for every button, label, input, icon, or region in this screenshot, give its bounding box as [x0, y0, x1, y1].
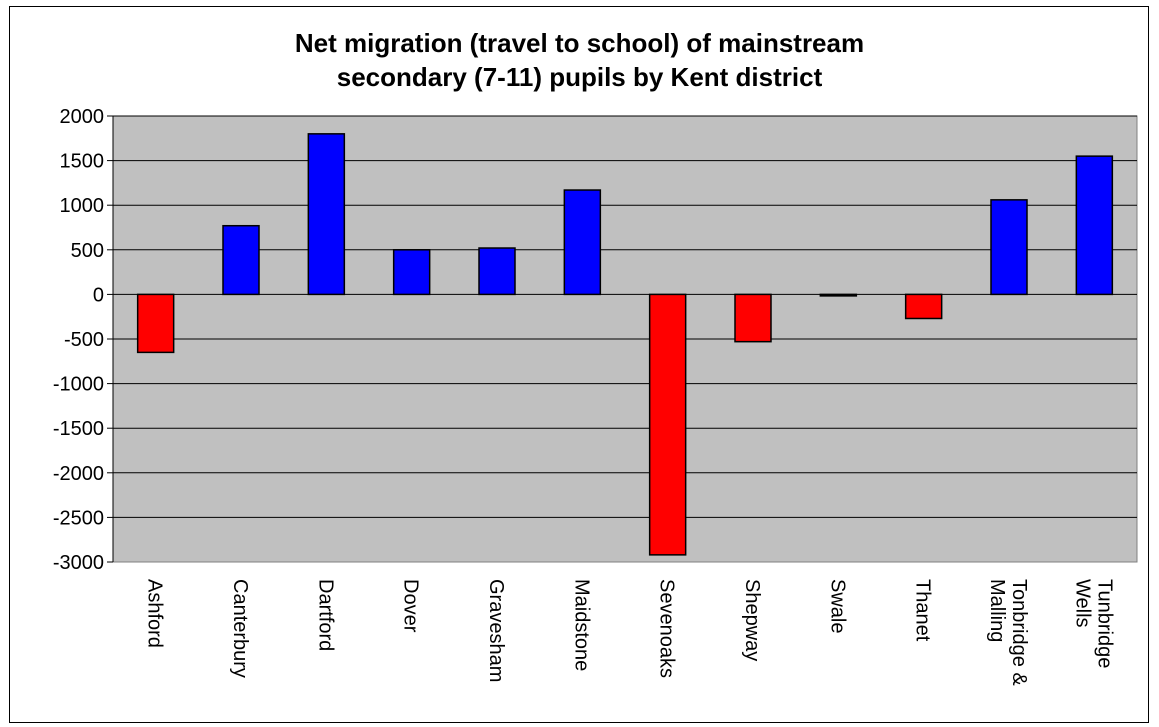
y-tick-label: 1500: [60, 151, 105, 173]
y-tick-label: 1000: [60, 195, 105, 217]
x-tick-label-line: Tonbridge &: [1008, 579, 1030, 686]
x-tick-label-line: Malling: [986, 579, 1008, 642]
x-tick-label-line: Tunbridge: [1093, 579, 1115, 668]
x-tick-label: Shepway: [741, 579, 763, 661]
y-tick-label: 0: [93, 284, 104, 306]
x-axis-labels: Ashford Canterbury Dartford Dover Gravesham M…: [144, 579, 1116, 686]
x-tick-label: Ashford: [144, 579, 166, 648]
x-tick-label: Sevenoaks: [656, 579, 678, 678]
x-tick-label-line: Canterbury: [229, 579, 251, 678]
x-tick-label: Maidstone: [570, 579, 592, 671]
bar: [478, 247, 516, 296]
bar: [734, 293, 772, 343]
y-tick-label: -3000: [53, 552, 104, 574]
x-tick-label: Swale: [826, 579, 848, 633]
x-tick-label-line: Maidstone: [570, 579, 592, 671]
bar: [819, 293, 858, 297]
bar: [307, 133, 346, 296]
bar: [904, 293, 943, 320]
x-tick-label-line: Wells: [1071, 579, 1093, 628]
bar: [222, 224, 260, 296]
bar: [648, 293, 687, 556]
y-tick-label: 500: [71, 240, 104, 262]
bar: [1075, 155, 1114, 296]
bar: [990, 199, 1028, 296]
x-tick-label-line: Sevenoaks: [656, 579, 678, 678]
x-tick-label-line: Shepway: [741, 579, 763, 661]
bars: [136, 133, 1114, 556]
chart-title: Net migration (travel to school) of main…: [0, 26, 1159, 94]
x-tick-label: TunbridgeWells: [1071, 579, 1115, 668]
x-tick-label: Thanet: [912, 579, 934, 642]
x-tick-label: Dartford: [314, 579, 336, 651]
y-tick-label: 2000: [60, 106, 105, 128]
y-tick-label: -500: [64, 329, 104, 351]
x-tick-label: Tonbridge &Malling: [986, 579, 1030, 686]
gridlines: [113, 115, 1137, 518]
chart-title-line-2: secondary (7-11) pupils by Kent district: [336, 62, 823, 92]
chart-title-line-1: Net migration (travel to school) of main…: [294, 28, 865, 58]
y-tick-label: -2500: [53, 507, 104, 529]
x-tick-label: Dover: [400, 579, 422, 633]
x-tick-label-line: Swale: [826, 579, 848, 633]
y-tick-label: -2000: [53, 463, 104, 485]
x-tick-label-line: Dartford: [314, 579, 336, 651]
y-axis-ticks: 2000 1500 1000 500 0 -500 -1000 -1500 -2000 -2500…: [53, 106, 113, 574]
y-tick-label: -1000: [53, 374, 104, 396]
x-tick-label: Canterbury: [229, 579, 251, 678]
y-tick-label: -1500: [53, 418, 104, 440]
bar: [563, 189, 602, 296]
x-tick-label-line: Gravesham: [485, 579, 507, 682]
x-tick-label-line: Dover: [400, 579, 422, 633]
bar: [136, 293, 175, 354]
bar: [392, 249, 431, 296]
x-tick-label: Gravesham: [485, 579, 507, 682]
x-tick-label-line: Ashford: [144, 579, 166, 648]
x-tick-label-line: Thanet: [912, 579, 934, 642]
